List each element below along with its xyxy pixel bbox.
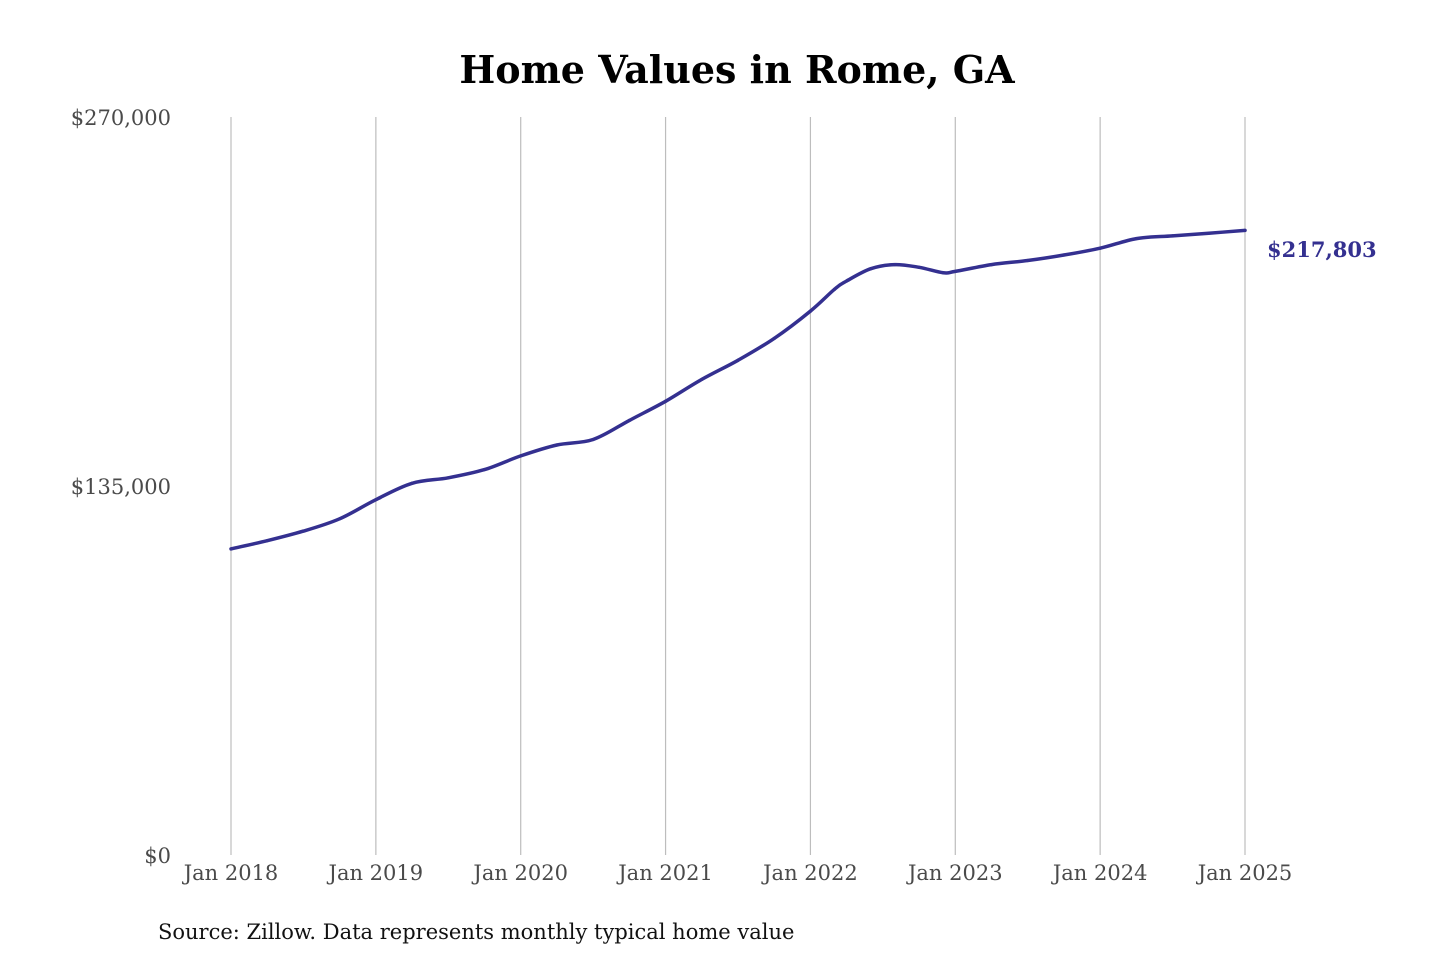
gridlines	[230, 117, 1246, 855]
data-point	[446, 476, 450, 480]
series-layer	[229, 228, 1247, 551]
y-axis-tick-labels: $0 $135,000 $270,000	[71, 106, 171, 868]
data-point	[1026, 258, 1030, 263]
x-tick-label: Jan 2023	[906, 861, 1003, 885]
data-point	[663, 399, 668, 403]
data-point	[736, 358, 740, 362]
data-point	[772, 336, 776, 340]
data-point	[1098, 246, 1102, 250]
x-tick-label: Jan 2025	[1196, 861, 1293, 885]
chart-title: Home Values in Rome, GA	[459, 47, 1015, 92]
data-point	[627, 418, 631, 422]
data-point	[989, 263, 994, 267]
data-point	[410, 481, 414, 485]
x-tick-label: Jan 2018	[182, 861, 279, 885]
data-point	[555, 443, 559, 447]
data-point	[808, 309, 813, 313]
data-point	[869, 267, 873, 271]
y-tick-label: $0	[144, 844, 171, 868]
data-point	[265, 539, 269, 543]
data-point	[482, 468, 487, 472]
end-value-label: $217,803	[1267, 237, 1377, 262]
data-point	[832, 287, 837, 291]
x-tick-label: Jan 2024	[1051, 861, 1148, 885]
data-point	[893, 263, 897, 267]
x-tick-label: Jan 2020	[471, 861, 568, 885]
y-tick-label: $270,000	[71, 106, 171, 130]
data-point	[1134, 237, 1138, 241]
data-point	[953, 269, 957, 274]
data-point	[1243, 228, 1247, 233]
data-point	[338, 517, 342, 521]
data-point	[1062, 253, 1066, 257]
data-point	[917, 265, 921, 269]
data-point	[591, 437, 595, 442]
data-point	[700, 377, 704, 381]
x-tick-label: Jan 2021	[616, 861, 713, 885]
data-point	[845, 279, 849, 283]
data-point	[1170, 234, 1175, 238]
source-note: Source: Zillow. Data represents monthly …	[158, 920, 794, 944]
x-tick-label: Jan 2022	[761, 861, 858, 885]
data-point	[941, 271, 945, 275]
data-point	[1207, 231, 1211, 235]
data-point	[519, 454, 523, 458]
series-line-0	[229, 228, 1247, 551]
y-tick-label: $135,000	[71, 475, 171, 499]
x-tick-label: Jan 2019	[327, 861, 424, 885]
data-point	[374, 498, 378, 502]
x-axis-tick-labels: Jan 2018 Jan 2019 Jan 2020 Jan 2021 Jan 2022…	[182, 861, 1293, 885]
data-point	[301, 529, 306, 533]
data-point	[229, 547, 233, 551]
